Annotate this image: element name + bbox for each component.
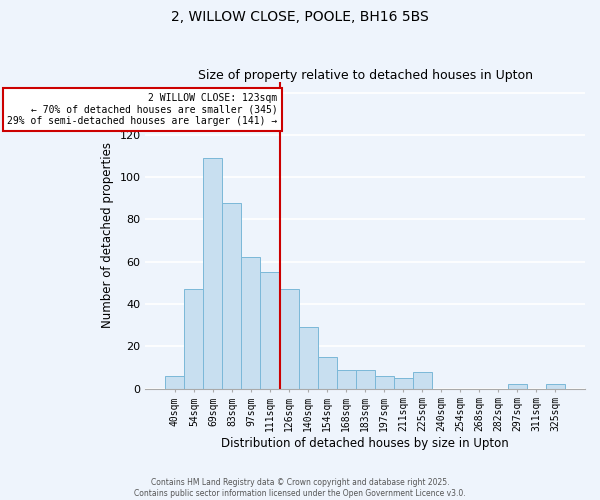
Bar bbox=[260, 272, 280, 388]
X-axis label: Distribution of detached houses by size in Upton: Distribution of detached houses by size … bbox=[221, 437, 509, 450]
Bar bbox=[241, 258, 260, 388]
Bar bbox=[337, 370, 356, 388]
Bar bbox=[508, 384, 527, 388]
Text: Contains HM Land Registry data © Crown copyright and database right 2025.
Contai: Contains HM Land Registry data © Crown c… bbox=[134, 478, 466, 498]
Bar bbox=[356, 370, 374, 388]
Bar bbox=[223, 202, 241, 388]
Bar bbox=[413, 372, 432, 388]
Bar bbox=[374, 376, 394, 388]
Bar bbox=[546, 384, 565, 388]
Title: Size of property relative to detached houses in Upton: Size of property relative to detached ho… bbox=[197, 69, 533, 82]
Text: 2, WILLOW CLOSE, POOLE, BH16 5BS: 2, WILLOW CLOSE, POOLE, BH16 5BS bbox=[171, 10, 429, 24]
Bar bbox=[203, 158, 223, 388]
Bar bbox=[280, 289, 299, 388]
Bar bbox=[299, 327, 317, 388]
Y-axis label: Number of detached properties: Number of detached properties bbox=[101, 142, 114, 328]
Bar bbox=[317, 357, 337, 388]
Text: 2 WILLOW CLOSE: 123sqm
← 70% of detached houses are smaller (345)
29% of semi-de: 2 WILLOW CLOSE: 123sqm ← 70% of detached… bbox=[7, 92, 278, 126]
Bar bbox=[394, 378, 413, 388]
Bar bbox=[166, 376, 184, 388]
Bar bbox=[184, 289, 203, 388]
